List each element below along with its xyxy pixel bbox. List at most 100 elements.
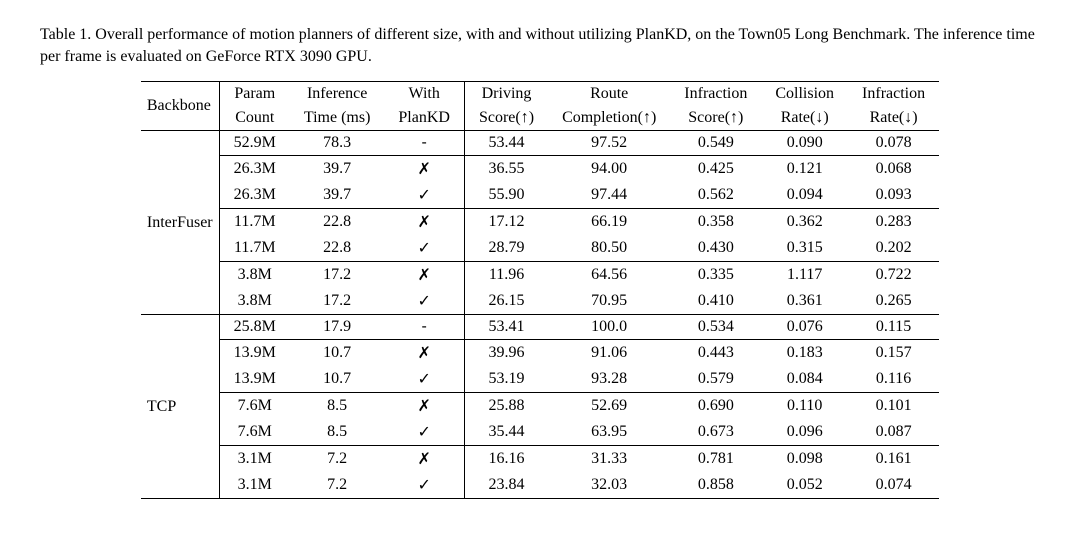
- cell-with: ✗: [384, 209, 464, 236]
- cell-param: 11.7M: [219, 235, 290, 262]
- cell-route: 93.28: [548, 366, 670, 393]
- cell-infs: 0.579: [670, 366, 761, 393]
- cell-drive: 55.90: [464, 182, 548, 209]
- cell-coll: 0.098: [761, 446, 848, 473]
- cell-param: 26.3M: [219, 156, 290, 183]
- backbone-label: TCP: [141, 315, 219, 499]
- col-infscore-bot: Score(↑): [670, 106, 761, 131]
- cell-coll: 0.090: [761, 131, 848, 156]
- cell-with: ✗: [384, 393, 464, 420]
- cell-infr: 0.087: [848, 419, 939, 446]
- cell-infr: 0.074: [848, 472, 939, 499]
- cell-inf: 39.7: [290, 156, 385, 183]
- col-inference-bot: Time (ms): [290, 106, 385, 131]
- cell-infr: 0.161: [848, 446, 939, 473]
- cell-route: 80.50: [548, 235, 670, 262]
- cell-coll: 1.117: [761, 262, 848, 289]
- col-collision-bot: Rate(↓): [761, 106, 848, 131]
- cell-route: 66.19: [548, 209, 670, 236]
- cell-with: ✗: [384, 446, 464, 473]
- cell-coll: 0.094: [761, 182, 848, 209]
- cell-inf: 10.7: [290, 340, 385, 367]
- cell-infr: 0.283: [848, 209, 939, 236]
- cell-infs: 0.549: [670, 131, 761, 156]
- cell-param: 7.6M: [219, 393, 290, 420]
- col-infrate-top: Infraction: [848, 82, 939, 107]
- cell-with: ✓: [384, 288, 464, 315]
- cell-param: 26.3M: [219, 182, 290, 209]
- cell-coll: 0.362: [761, 209, 848, 236]
- cell-route: 64.56: [548, 262, 670, 289]
- cell-param: 25.8M: [219, 315, 290, 340]
- cell-coll: 0.183: [761, 340, 848, 367]
- cell-drive: 39.96: [464, 340, 548, 367]
- col-with-top: With: [384, 82, 464, 107]
- cell-inf: 8.5: [290, 393, 385, 420]
- cell-drive: 17.12: [464, 209, 548, 236]
- cell-drive: 25.88: [464, 393, 548, 420]
- cell-route: 97.44: [548, 182, 670, 209]
- cell-infr: 0.101: [848, 393, 939, 420]
- cell-coll: 0.084: [761, 366, 848, 393]
- cell-with: -: [384, 131, 464, 156]
- cell-coll: 0.121: [761, 156, 848, 183]
- cell-with: ✓: [384, 419, 464, 446]
- cell-with: -: [384, 315, 464, 340]
- col-with-bot: PlanKD: [384, 106, 464, 131]
- cell-inf: 22.8: [290, 209, 385, 236]
- cell-inf: 10.7: [290, 366, 385, 393]
- cell-infs: 0.673: [670, 419, 761, 446]
- cell-coll: 0.052: [761, 472, 848, 499]
- cell-with: ✗: [384, 340, 464, 367]
- cell-param: 13.9M: [219, 366, 290, 393]
- cell-infr: 0.093: [848, 182, 939, 209]
- cell-infr: 0.116: [848, 366, 939, 393]
- cell-route: 32.03: [548, 472, 670, 499]
- col-infscore-top: Infraction: [670, 82, 761, 107]
- cell-infr: 0.115: [848, 315, 939, 340]
- cell-param: 3.8M: [219, 262, 290, 289]
- cell-coll: 0.076: [761, 315, 848, 340]
- cell-infs: 0.534: [670, 315, 761, 340]
- cell-drive: 53.41: [464, 315, 548, 340]
- cell-route: 52.69: [548, 393, 670, 420]
- col-inference-top: Inference: [290, 82, 385, 107]
- col-collision-top: Collision: [761, 82, 848, 107]
- col-driving-bot: Score(↑): [464, 106, 548, 131]
- cell-route: 94.00: [548, 156, 670, 183]
- cell-with: ✓: [384, 472, 464, 499]
- cell-drive: 53.19: [464, 366, 548, 393]
- col-infrate-bot: Rate(↓): [848, 106, 939, 131]
- col-route-top: Route: [548, 82, 670, 107]
- cell-with: ✓: [384, 182, 464, 209]
- cell-drive: 16.16: [464, 446, 548, 473]
- cell-inf: 8.5: [290, 419, 385, 446]
- cell-infs: 0.781: [670, 446, 761, 473]
- cell-infs: 0.562: [670, 182, 761, 209]
- cell-with: ✗: [384, 262, 464, 289]
- cell-infr: 0.078: [848, 131, 939, 156]
- cell-inf: 22.8: [290, 235, 385, 262]
- cell-infr: 0.265: [848, 288, 939, 315]
- cell-param: 3.1M: [219, 472, 290, 499]
- cell-param: 11.7M: [219, 209, 290, 236]
- cell-infs: 0.690: [670, 393, 761, 420]
- cell-inf: 39.7: [290, 182, 385, 209]
- backbone-label: InterFuser: [141, 131, 219, 315]
- cell-param: 3.8M: [219, 288, 290, 315]
- cell-route: 63.95: [548, 419, 670, 446]
- cell-inf: 17.9: [290, 315, 385, 340]
- cell-route: 97.52: [548, 131, 670, 156]
- cell-infs: 0.443: [670, 340, 761, 367]
- cell-infs: 0.430: [670, 235, 761, 262]
- cell-drive: 23.84: [464, 472, 548, 499]
- cell-route: 100.0: [548, 315, 670, 340]
- cell-route: 70.95: [548, 288, 670, 315]
- cell-route: 91.06: [548, 340, 670, 367]
- cell-coll: 0.096: [761, 419, 848, 446]
- cell-inf: 7.2: [290, 472, 385, 499]
- cell-route: 31.33: [548, 446, 670, 473]
- cell-drive: 35.44: [464, 419, 548, 446]
- cell-inf: 17.2: [290, 288, 385, 315]
- results-table: Backbone Param Inference With Driving Ro…: [141, 81, 939, 499]
